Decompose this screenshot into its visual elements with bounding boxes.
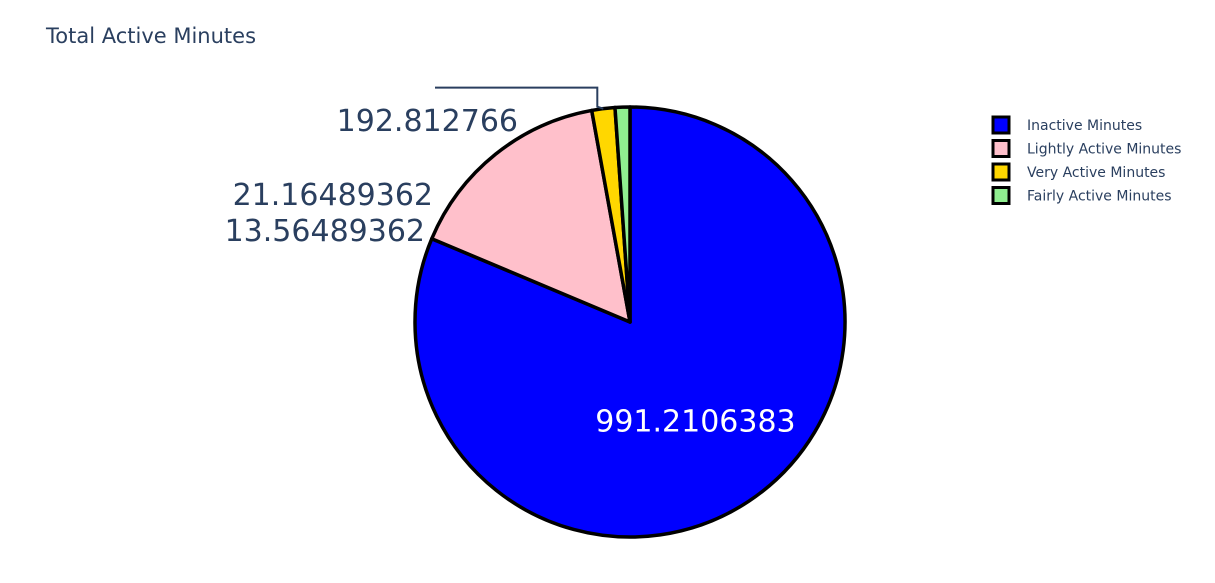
pie-slice-fairly-active-minutes[interactable] <box>613 105 632 324</box>
legend[interactable]: Inactive Minutes Lightly Active Minutes Ve… <box>991 115 1181 205</box>
legend-label-inactive-minutes[interactable]: Inactive Minutes <box>1027 118 1142 134</box>
data-label-inactive-minutes: 991.2106383 <box>595 404 795 439</box>
pie-slice-inactive-minutes[interactable] <box>413 105 847 539</box>
legend-label-very-active-minutes[interactable]: Very Active Minutes <box>1027 165 1165 181</box>
chart-title: Total Active Minutes <box>45 24 256 48</box>
pie-labels: 991.2106383 192.812766 21.1648936213.56489… <box>225 86 796 439</box>
legend-swatch-lightly-active-minutes[interactable] <box>991 139 1011 158</box>
legend-swatch-inactive-minutes[interactable] <box>991 115 1011 135</box>
data-label-lightly-active-minutes: 192.812766 <box>337 104 518 139</box>
legend-label-fairly-active-minutes[interactable]: Fairly Active Minutes <box>1027 189 1171 205</box>
legend-label-lightly-active-minutes[interactable]: Lightly Active Minutes <box>1027 142 1181 158</box>
legend-swatch-fairly-active-minutes[interactable] <box>991 186 1011 205</box>
leader-line-very-active-minutes <box>435 86 604 110</box>
data-label-very-active-minutes: 21.16489362 <box>233 178 433 213</box>
pie-slice-lightly-active-minutes[interactable] <box>430 108 632 324</box>
pie-slices <box>413 105 847 539</box>
data-label-fairly-active-minutes: 13.56489362 <box>225 214 425 249</box>
legend-swatch-very-active-minutes[interactable] <box>991 162 1011 182</box>
